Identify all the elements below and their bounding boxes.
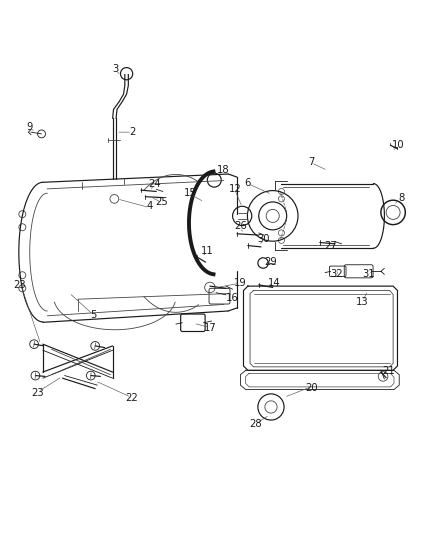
Text: 5: 5	[90, 310, 96, 320]
Text: 8: 8	[398, 192, 404, 203]
Text: 23: 23	[14, 280, 26, 290]
Text: 22: 22	[125, 393, 138, 403]
Text: 29: 29	[264, 257, 277, 267]
Text: 24: 24	[148, 180, 161, 190]
Text: 3: 3	[112, 64, 119, 74]
Text: 15: 15	[183, 188, 196, 198]
Text: 17: 17	[203, 324, 216, 334]
Text: 20: 20	[305, 383, 318, 393]
Text: 31: 31	[361, 269, 374, 279]
Text: 9: 9	[26, 122, 33, 132]
Text: 23: 23	[31, 388, 43, 398]
Text: 18: 18	[216, 165, 229, 175]
Text: 26: 26	[233, 221, 246, 231]
Text: 14: 14	[267, 278, 280, 288]
Text: 6: 6	[244, 177, 251, 188]
Text: 4: 4	[146, 201, 152, 211]
Text: 16: 16	[226, 293, 238, 303]
Text: 7: 7	[307, 157, 314, 167]
Text: 21: 21	[381, 366, 394, 376]
Text: 12: 12	[228, 184, 240, 194]
Text: 25: 25	[155, 197, 168, 207]
Text: 27: 27	[324, 240, 336, 251]
Text: 30: 30	[256, 235, 269, 245]
Text: 10: 10	[391, 140, 404, 150]
Text: 2: 2	[129, 127, 135, 137]
Text: 32: 32	[329, 269, 342, 279]
Text: 11: 11	[201, 246, 213, 256]
Text: 13: 13	[356, 297, 368, 307]
Text: 28: 28	[248, 419, 261, 430]
Text: 19: 19	[233, 278, 246, 288]
